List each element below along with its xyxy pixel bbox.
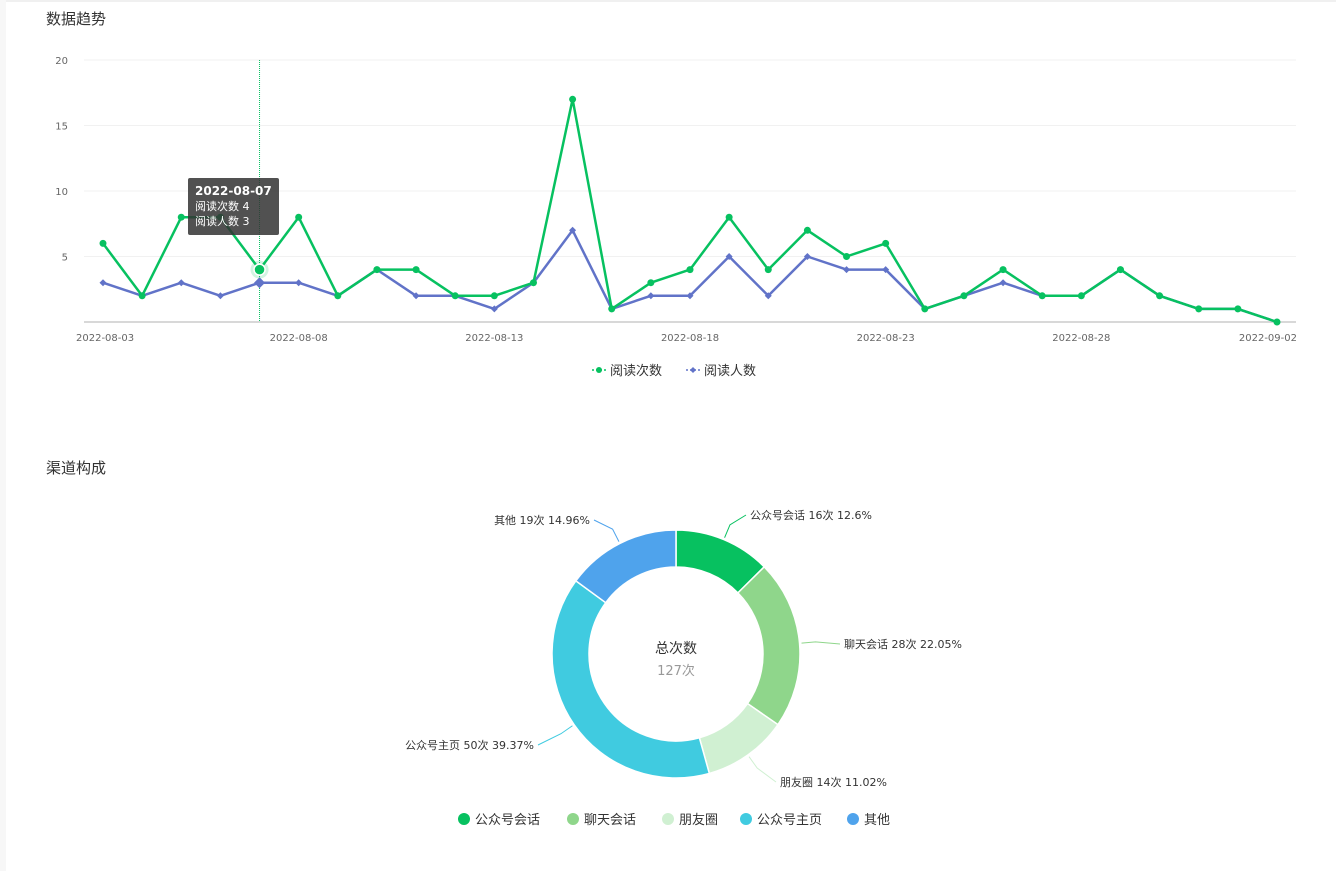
slice-label: 公众号主页 50次 39.37% (405, 738, 534, 752)
data-point (764, 266, 772, 274)
data-point (882, 239, 890, 247)
data-point (1156, 292, 1164, 300)
channel-section-title: 渠道构成 (46, 459, 107, 477)
legend-label: 公众号主页 (757, 813, 822, 828)
data-point (373, 266, 381, 274)
legend-label: 朋友圈 (679, 812, 718, 828)
y-tick-label: 10 (55, 187, 68, 198)
x-tick-label: 2022-08-23 (857, 333, 915, 344)
data-point (882, 266, 890, 274)
data-point (334, 292, 342, 300)
data-point (1077, 292, 1085, 300)
data-point (295, 213, 303, 221)
donut-slice (551, 579, 711, 779)
legend-label: 其他 (864, 813, 890, 828)
data-point (647, 279, 655, 287)
donut-slice (698, 702, 779, 775)
data-point (412, 266, 420, 274)
donut-slice (574, 529, 677, 604)
donut-center-title: 总次数 (655, 641, 697, 657)
top-border (0, 0, 1336, 2)
data-point (253, 263, 266, 276)
tooltip-reader-count: 阅读人数 3 (195, 215, 250, 228)
trend-section-title: 数据趋势 (46, 10, 107, 28)
data-point (177, 213, 185, 221)
data-point (569, 226, 577, 234)
y-tick-label: 20 (55, 56, 68, 67)
data-point (999, 279, 1007, 287)
legend-dot (567, 813, 579, 825)
series-line-read-count (101, 98, 1278, 324)
data-point (803, 226, 811, 234)
donut-center-value: 127次 (657, 663, 695, 679)
data-point (843, 266, 851, 274)
data-point (686, 292, 694, 300)
data-point (451, 292, 459, 300)
legend-label: 聊天会话 (584, 813, 636, 828)
slice-leader-line (593, 519, 620, 542)
slice-leader-line (801, 641, 841, 645)
slice-leader-line (537, 725, 573, 746)
legend-marker (596, 367, 602, 373)
legend-label: 阅读次数 (610, 363, 662, 379)
data-point (764, 292, 772, 300)
data-point (960, 292, 968, 300)
data-point (1273, 318, 1281, 326)
data-point (138, 292, 146, 300)
x-tick-label: 2022-09-02 (1239, 333, 1297, 344)
x-tick-label: 2022-08-13 (465, 333, 523, 344)
data-point (216, 292, 224, 300)
data-point (99, 279, 107, 287)
data-point (295, 279, 303, 287)
x-tick-label: 2022-08-18 (661, 333, 719, 344)
data-point (254, 277, 266, 289)
slice-leader-line (724, 514, 747, 538)
legend-dot (662, 813, 674, 825)
x-tick-label: 2022-08-08 (270, 333, 328, 344)
slice-label: 朋友圈 14次 11.02% (780, 775, 887, 789)
slice-label: 聊天会话 28次 22.05% (844, 637, 962, 651)
data-point (999, 266, 1007, 274)
data-point (921, 305, 929, 313)
data-point (686, 266, 694, 274)
legend-dot (458, 813, 470, 825)
legend-label: 阅读人数 (704, 364, 756, 379)
y-tick-label: 5 (62, 253, 68, 264)
tooltip-read-count: 阅读次数 4 (195, 200, 250, 213)
x-tick-label: 2022-08-03 (76, 333, 134, 344)
data-point (1038, 292, 1046, 300)
left-border (0, 0, 6, 871)
data-point (529, 279, 537, 287)
slice-label: 公众号会话 16次 12.6% (750, 508, 872, 522)
data-point (177, 279, 185, 287)
y-tick-label: 15 (55, 122, 68, 133)
data-point (99, 239, 107, 247)
legend-dot (740, 813, 752, 825)
data-point (843, 253, 851, 260)
data-point (647, 292, 655, 300)
data-point (725, 213, 733, 221)
chart-tooltip: 2022-08-07 阅读次数 4 阅读人数 3 (188, 178, 279, 235)
slice-label: 其他 19次 14.96% (494, 513, 590, 527)
data-point (490, 305, 498, 313)
data-point (608, 305, 616, 313)
slice-leader-line (748, 756, 777, 783)
data-point (412, 292, 420, 300)
legend-marker (690, 367, 696, 373)
legend-label: 公众号会话 (475, 813, 540, 828)
donut-slice (736, 565, 801, 726)
data-point (490, 292, 498, 300)
data-point (803, 253, 811, 260)
legend-dot (847, 813, 859, 825)
data-point (1116, 266, 1124, 274)
data-point (569, 95, 577, 103)
x-tick-label: 2022-08-28 (1052, 333, 1110, 344)
data-point (725, 253, 733, 260)
donut-slice (675, 529, 766, 594)
tooltip-date: 2022-08-07 (195, 184, 272, 198)
data-point (1234, 305, 1242, 313)
data-point (1195, 305, 1203, 313)
